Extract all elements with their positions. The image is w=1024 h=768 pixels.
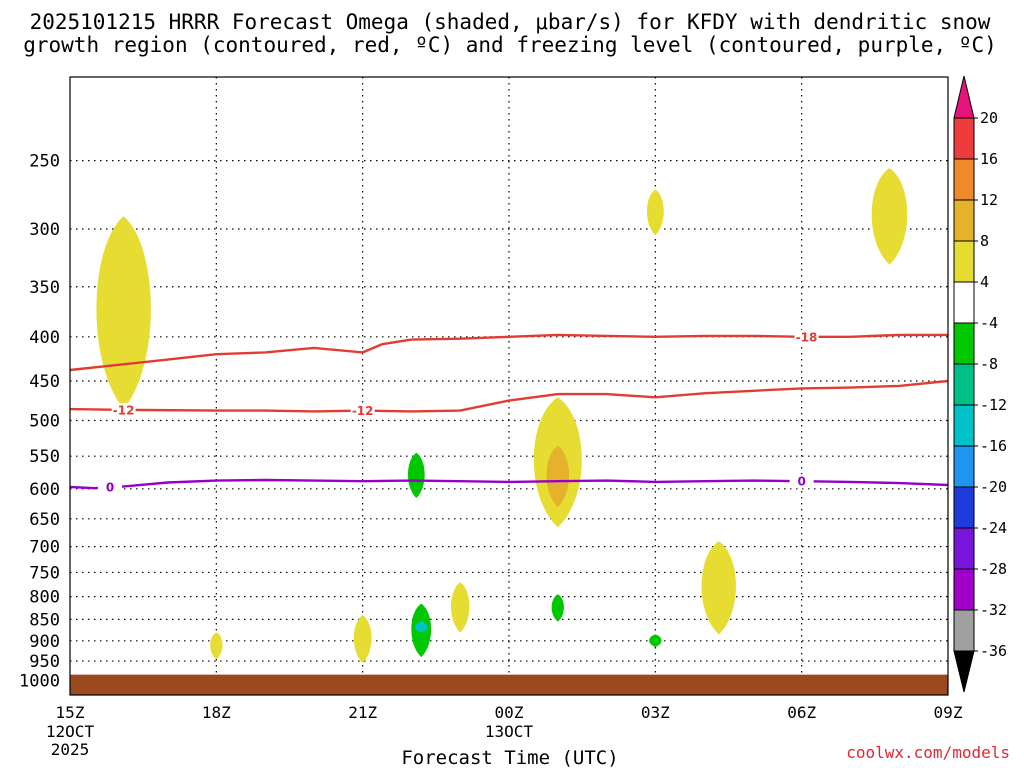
omega-region-rising-13 [353, 614, 372, 664]
contour-label--18: -18 [796, 330, 818, 344]
y-tick-label: 400 [29, 328, 60, 348]
contour-label-bg [350, 403, 375, 418]
x-tick-label: 15Z [56, 703, 85, 722]
temperature-contours: -18 -12 -12 0 0 [69, 329, 949, 494]
y-tick-label: 750 [29, 563, 60, 583]
y-tick-label: 1000 [19, 671, 60, 691]
colorbar-label: -32 [980, 601, 1007, 619]
omega-region-rising-7 [701, 541, 736, 635]
omega-region-rising-2 [871, 168, 908, 265]
plot-frame [69, 76, 949, 696]
y-tick-label: 450 [29, 372, 60, 392]
omega-region-rising-1 [646, 189, 664, 236]
x-tick-sublabel: 12OCT [46, 722, 95, 741]
contour-label-bg [98, 479, 122, 494]
y-tick-label: 850 [29, 610, 60, 630]
y-tick-label: 950 [29, 652, 60, 672]
colorbar-segment [953, 240, 975, 283]
omega-region-sinking-11 [649, 634, 662, 647]
chart-title-line-1: 2025101215 HRRR Forecast Omega (shaded, … [30, 10, 991, 34]
x-tick-sublabel: 13OCT [485, 722, 534, 741]
x-tick-year: 2025 [51, 740, 90, 759]
credit-link[interactable]: coolwx.com/models [846, 743, 1010, 762]
colorbar-label: -24 [980, 519, 1007, 537]
y-tick-label: 250 [29, 152, 60, 172]
y-tick-label: 500 [29, 411, 60, 431]
contour-0 [69, 478, 949, 490]
x-tick-label: 06Z [787, 703, 816, 722]
x-tick-label: 03Z [641, 703, 670, 722]
contour-label-0: 0 [797, 475, 805, 489]
colorbar-label: 8 [980, 232, 989, 250]
colorbar: 20 16 12 8 4 -4 -8 -12 -16 -20 -24 -28 -32 -36 [953, 75, 1007, 693]
ground-fill [70, 674, 948, 695]
x-tick-label: 00Z [495, 703, 524, 722]
omega-region-sinking-8 [551, 594, 564, 622]
colorbar-segment [953, 486, 975, 529]
colorbar-segment [953, 363, 975, 406]
omega-region-rising-5 [546, 445, 570, 508]
y-tick-label: 550 [29, 447, 60, 467]
x-tick-label: 18Z [202, 703, 231, 722]
y-tick-label: 600 [29, 480, 60, 500]
colorbar-segment [953, 117, 975, 160]
contour-label--12: -12 [113, 403, 135, 417]
colorbar-label: -16 [980, 437, 1007, 455]
colorbar-segment [953, 568, 975, 611]
chart-title-line-2: growth region (contoured, red, ºC) and f… [23, 33, 997, 57]
colorbar-bottom-arrow [953, 650, 975, 693]
colorbar-segment [953, 609, 975, 652]
contour-label-bg [794, 329, 819, 344]
x-tick-label: 09Z [934, 703, 963, 722]
y-axis-ticks: 2503003504004505005506006507007508008509… [19, 152, 60, 692]
x-axis-label: Forecast Time (UTC) [401, 747, 618, 768]
colorbar-segment [953, 404, 975, 447]
colorbar-label: -12 [980, 396, 1007, 414]
colorbar-label: 16 [980, 150, 998, 168]
omega-region-sinking-10 [415, 621, 428, 633]
colorbar-segment [953, 199, 975, 242]
colorbar-segment [953, 158, 975, 201]
colorbar-label: -28 [980, 560, 1007, 578]
omega-region-rising-0 [96, 216, 151, 410]
colorbar-segment [953, 527, 975, 570]
colorbar-label: -36 [980, 642, 1007, 660]
y-tick-label: 300 [29, 220, 60, 240]
contour-label--12: -12 [352, 404, 374, 418]
omega-shading [96, 168, 908, 664]
colorbar-label: -8 [980, 355, 998, 373]
omega-region-sinking-3 [407, 452, 425, 499]
ground-layer [70, 674, 948, 695]
omega-region-rising-12 [210, 632, 223, 660]
colorbar-segment [953, 281, 975, 324]
contour--12 [69, 379, 949, 413]
colorbar-top-arrow [953, 75, 975, 119]
colorbar-label: -20 [980, 478, 1007, 496]
contour-label-bg [111, 402, 136, 417]
omega-region-rising-6 [450, 582, 470, 633]
colorbar-label: 4 [980, 273, 989, 291]
colorbar-label: -4 [980, 314, 998, 332]
x-tick-label: 21Z [348, 703, 377, 722]
y-tick-label: 650 [29, 510, 60, 530]
contour-label-bg [789, 474, 814, 489]
colorbar-segment [953, 445, 975, 488]
colorbar-label: 20 [980, 109, 998, 127]
colorbar-label: 12 [980, 191, 998, 209]
contour-label-0: 0 [106, 480, 114, 494]
colorbar-segment [953, 322, 975, 365]
y-tick-label: 700 [29, 538, 60, 558]
grid-lines [70, 77, 948, 695]
y-tick-label: 900 [29, 632, 60, 652]
y-tick-label: 800 [29, 588, 60, 608]
y-tick-label: 350 [29, 278, 60, 298]
